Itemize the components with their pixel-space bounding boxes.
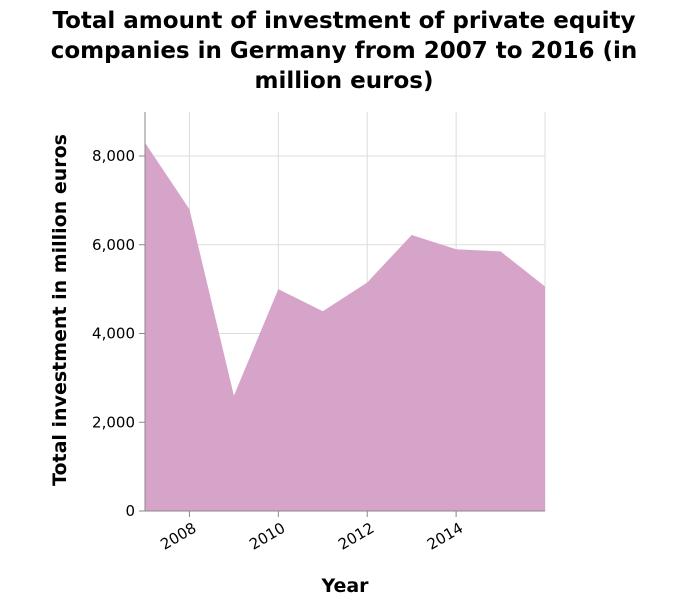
x-tick-label-0: 2008 <box>157 519 199 554</box>
y-tick-label-2: 4,000 <box>92 325 135 343</box>
x-tick-label-2: 2012 <box>335 519 377 554</box>
area-layer <box>145 142 545 511</box>
chart-title: Total amount of investment of private eq… <box>0 6 688 96</box>
x-tick-label-1: 2010 <box>246 519 288 554</box>
chart-title-line-3: million euros) <box>254 68 434 94</box>
y-tick-label-4: 8,000 <box>92 147 135 165</box>
x-tick-label-3: 2014 <box>424 519 466 554</box>
y-tick-label-1: 2,000 <box>92 413 135 431</box>
y-axis-title: Total investment in million euros <box>49 134 71 486</box>
axes <box>139 112 545 517</box>
x-axis-title: Year <box>320 575 369 597</box>
y-tick-label-0: 0 <box>125 502 135 520</box>
chart-title-line-2: companies in Germany from 2007 to 2016 (… <box>50 38 638 64</box>
chart-title-line-1: Total amount of investment of private eq… <box>52 8 636 34</box>
area-series <box>145 142 545 511</box>
y-tick-label-3: 6,000 <box>92 236 135 254</box>
